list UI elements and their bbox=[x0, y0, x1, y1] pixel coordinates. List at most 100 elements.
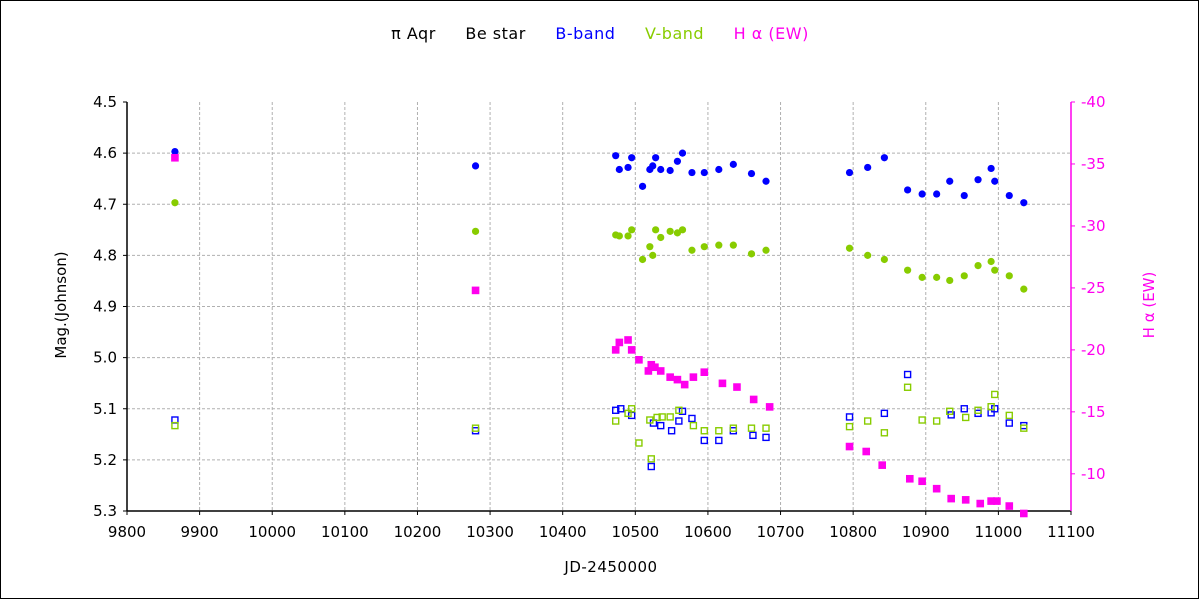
h-ew-point bbox=[624, 336, 632, 344]
legend-halpha: H α (EW) bbox=[733, 24, 809, 43]
b-band-h-epoch-point bbox=[903, 370, 912, 379]
v-band-point bbox=[615, 232, 623, 240]
v-band-point bbox=[1020, 285, 1028, 293]
y-axis-title-left: Mag.(Johnson) bbox=[52, 251, 70, 358]
v-band-h-epoch-point bbox=[1005, 411, 1013, 420]
y-tick-label-left: 4.6 bbox=[93, 144, 117, 162]
b-band-h-epoch-point bbox=[612, 406, 620, 414]
b-band-h-epoch-point bbox=[657, 421, 665, 430]
v-band-point bbox=[974, 262, 982, 270]
h-ew-point bbox=[689, 373, 698, 381]
v-band-h-epoch-point bbox=[171, 421, 179, 430]
b-band-point bbox=[715, 165, 723, 174]
v-band-point bbox=[649, 251, 657, 259]
x-tick-label: 10700 bbox=[757, 523, 805, 541]
v-band-point bbox=[715, 241, 723, 249]
b-band-point bbox=[933, 190, 941, 198]
y-tick-label-left: 4.8 bbox=[93, 246, 117, 264]
v-band-h-epoch-point bbox=[647, 455, 655, 463]
v-band-point bbox=[666, 227, 674, 235]
y-tick-label-right: -20 bbox=[1081, 341, 1106, 359]
x-tick-label: 10400 bbox=[539, 523, 587, 541]
v-band-point bbox=[845, 244, 854, 252]
v-band-h-epoch-point bbox=[845, 422, 854, 431]
v-band-point bbox=[624, 232, 632, 240]
h-ew-point bbox=[976, 499, 985, 508]
v-band-h-epoch-point bbox=[729, 424, 738, 432]
v-band-point bbox=[747, 250, 756, 258]
b-band-h-epoch-point bbox=[667, 427, 676, 435]
v-band-point bbox=[762, 246, 770, 254]
y-axis-title-right: H α (EW) bbox=[1140, 272, 1158, 339]
b-band-point bbox=[880, 154, 888, 162]
h-ew-point bbox=[666, 373, 674, 381]
h-ew-point bbox=[932, 484, 941, 493]
b-band-point bbox=[946, 177, 954, 185]
b-band-point bbox=[974, 176, 982, 184]
h-ew-point bbox=[644, 367, 653, 375]
y-tick-label-right: -30 bbox=[1081, 217, 1106, 235]
v-band-point bbox=[991, 266, 999, 274]
b-band-point bbox=[991, 177, 999, 185]
h-ew-point bbox=[615, 338, 624, 347]
b-band-h-epoch-point bbox=[880, 409, 889, 418]
v-band-point bbox=[918, 273, 926, 281]
v-band-point bbox=[933, 273, 941, 281]
x-tick-label: 11100 bbox=[1047, 523, 1095, 541]
y-tick-label-left: 5.0 bbox=[93, 349, 117, 367]
v-band-h-epoch-point bbox=[991, 390, 999, 399]
v-band-h-epoch-point bbox=[653, 413, 661, 422]
v-band-h-epoch-point bbox=[962, 413, 970, 422]
v-band-h-epoch-point bbox=[880, 429, 889, 437]
v-band-h-epoch-point bbox=[987, 403, 995, 411]
b-band-point bbox=[678, 149, 687, 157]
b-band-h-epoch-point bbox=[617, 405, 625, 413]
x-axis-title: JD-2450000 bbox=[563, 558, 657, 576]
x-tick-label: 10900 bbox=[902, 523, 950, 541]
v-band-h-epoch-point bbox=[974, 406, 982, 414]
v-band-h-epoch-point bbox=[1020, 424, 1028, 432]
y-tick-label-left: 5.3 bbox=[93, 502, 117, 520]
h-ew-point bbox=[627, 346, 636, 354]
b-band-point bbox=[612, 152, 620, 160]
v-band-point bbox=[960, 272, 968, 280]
v-band-h-epoch-point bbox=[471, 424, 480, 432]
x-tick-label: 10000 bbox=[248, 523, 296, 541]
h-ew-point bbox=[680, 380, 689, 389]
b-band-point bbox=[864, 163, 872, 172]
v-band-h-epoch-point bbox=[627, 405, 636, 413]
v-band-point bbox=[646, 243, 654, 251]
v-band-point bbox=[678, 226, 687, 234]
x-tick-label: 10600 bbox=[684, 523, 732, 541]
h-ew-point bbox=[718, 379, 727, 388]
y-tick-label-left: 4.5 bbox=[93, 93, 117, 111]
x-tick-label: 9900 bbox=[181, 523, 219, 541]
y-tick-label-right: -25 bbox=[1081, 279, 1106, 297]
h-ew-point bbox=[635, 355, 643, 364]
v-band-h-epoch-point bbox=[918, 416, 926, 424]
b-band-h-epoch-point bbox=[1005, 419, 1013, 427]
b-band-point bbox=[673, 157, 682, 165]
v-band-point bbox=[864, 251, 872, 259]
y-tick-label-right: -40 bbox=[1081, 93, 1106, 111]
tick-labels: 9800 9900 10000 10100 10200 10300 10400 10500 10… bbox=[93, 93, 1105, 541]
h-ew-point bbox=[987, 497, 995, 505]
h-ew-point bbox=[656, 367, 665, 375]
b-band-h-epoch-point bbox=[700, 436, 708, 445]
h-ew-point bbox=[651, 363, 659, 372]
x-tick-label: 10200 bbox=[394, 523, 442, 541]
v-band-point bbox=[171, 199, 179, 207]
v-band-h-epoch-point bbox=[675, 406, 683, 414]
v-band-h-epoch-point bbox=[612, 417, 620, 425]
v-band-point bbox=[638, 255, 647, 264]
h-ew-point bbox=[749, 395, 758, 404]
v-band-point bbox=[729, 241, 737, 249]
legend-b-band: B-band bbox=[555, 24, 616, 43]
b-band-point bbox=[649, 162, 657, 170]
v-band-h-epoch-point bbox=[863, 417, 872, 425]
y-tick-label-right: -10 bbox=[1081, 465, 1106, 483]
v-band-h-epoch-point bbox=[666, 413, 674, 421]
v-band-point bbox=[880, 255, 888, 264]
b-band-point bbox=[747, 169, 756, 178]
